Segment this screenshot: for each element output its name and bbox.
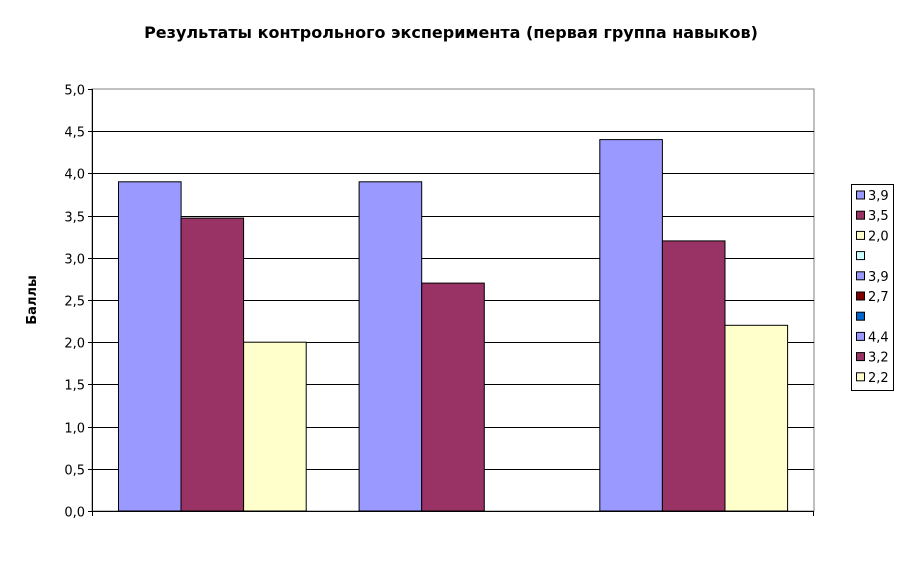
- legend-swatch: [856, 331, 865, 341]
- legend-label: 4,4: [868, 330, 889, 345]
- legend-label: 3,9: [868, 189, 889, 204]
- bar: [358, 181, 423, 512]
- legend-swatch: [856, 372, 865, 382]
- bar: [180, 217, 245, 512]
- legend-swatch: [856, 230, 865, 240]
- legend-swatch: [856, 210, 865, 220]
- legend-swatch: [856, 190, 865, 200]
- legend-label: 3,2: [868, 351, 889, 366]
- plot-area: 0,0 0,5 1,0 1,5 2,0 2,5 3,0 3,5 4,0 4,5 5,0: [64, 84, 815, 521]
- bar: [118, 181, 182, 512]
- y-tick-label: 1,0: [64, 422, 85, 437]
- y-tick-label: 5,0: [64, 84, 85, 99]
- bar: [421, 282, 485, 512]
- y-tick-label: 3,5: [64, 211, 85, 226]
- y-tick-label: 4,0: [64, 168, 85, 183]
- chart-title: Результаты контрольного эксперимента (пе…: [144, 23, 758, 42]
- y-tick-label: 2,5: [64, 295, 85, 310]
- legend-swatch: [856, 271, 865, 281]
- legend-swatch: [856, 311, 865, 321]
- legend-label: 2,2: [868, 371, 889, 386]
- legend-swatch: [856, 352, 865, 362]
- y-tick-label: 4,5: [64, 126, 85, 141]
- legend-label: 3,5: [868, 209, 889, 224]
- y-tick-label: 1,5: [64, 379, 85, 394]
- bar: [724, 324, 789, 512]
- y-tick-label: 2,0: [64, 337, 85, 352]
- y-tick-label: 3,0: [64, 253, 85, 268]
- bar: [599, 139, 663, 512]
- legend-label: 2,0: [868, 229, 889, 244]
- legend-label: 3,9: [868, 270, 889, 285]
- legend-swatch: [856, 291, 865, 301]
- bar: [243, 341, 307, 512]
- bar: [661, 240, 726, 512]
- legend-swatch: [856, 251, 865, 261]
- legend: 3,9 3,5 2,0 3,9 2,7 4,4 3,2 2,2: [851, 184, 894, 391]
- y-tick-label: 0,5: [64, 464, 85, 479]
- legend-label: 2,7: [868, 290, 889, 305]
- y-axis-label: Баллы: [25, 275, 40, 324]
- y-tick-label: 0,0: [64, 506, 85, 521]
